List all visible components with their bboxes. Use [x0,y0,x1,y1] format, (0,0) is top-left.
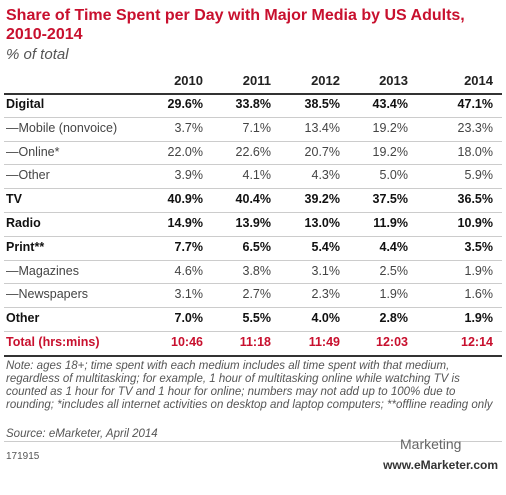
cell: 2.8% [379,311,409,326]
cell: 2.5% [379,263,409,278]
row-rule [4,212,502,213]
cell: 37.5% [372,192,408,207]
column-header: 2014 [464,73,493,88]
row-label: Digital [6,97,45,111]
row-label: TV [6,192,22,207]
cell: 13.4% [304,120,340,135]
cell: 29.6% [167,97,203,111]
column-header: 2011 [242,73,271,88]
cell: 14.9% [167,216,203,230]
row-label: —Other [6,168,50,183]
cell: 7.0% [174,311,204,326]
cell: 18.0% [457,144,493,159]
cell: 3.1% [311,263,341,278]
cell: 19.2% [372,120,408,135]
cell: 3.1% [174,287,204,302]
footer-rule [4,441,502,442]
row-rule [4,259,502,261]
cell: 12:03 [376,335,408,349]
row-rule [4,188,502,190]
row-label: Radio [6,216,41,230]
title: Share of Time Spent per Day with Major M… [6,7,465,43]
watermark: Marketing [400,436,462,452]
row-label: Total (hrs:mins) [6,335,100,349]
row-label: —Newspapers [6,287,88,302]
note: Note: ages 18+; time spent with each med… [6,360,493,411]
cell: 13.0% [304,216,340,230]
cell: 13.9% [235,216,271,230]
cell: 40.9% [167,192,203,207]
cell: 20.7% [304,144,340,159]
cell: 4.6% [174,263,204,278]
row-rule [4,164,502,166]
cell: 4.0% [311,311,341,326]
row-label: —Online* [6,144,60,159]
chart-id: 171915 [6,451,40,462]
cell: 11:49 [308,335,340,349]
cell: 1.9% [464,311,494,326]
column-header: 2013 [379,73,408,88]
cell: 39.2% [304,192,340,207]
subtitle: % of total [6,46,69,63]
cell: 1.9% [464,263,494,278]
cell: 5.0% [379,168,409,183]
column-header: 2012 [311,73,340,88]
column-header: 2010 [174,73,203,88]
cell: 3.9% [174,168,204,183]
row-rule [4,283,502,285]
row-label: —Mobile (nonvoice) [6,120,118,135]
cell: 47.1% [457,97,493,111]
cell: 3.8% [242,263,272,278]
cell: 5.9% [464,168,494,183]
cell: 7.1% [242,120,272,135]
cell: 10.9% [457,216,493,230]
row-rule [4,140,502,142]
cell: 5.4% [311,239,341,254]
cell: 3.5% [464,239,494,254]
cell: 1.9% [379,287,409,302]
row-rule [4,116,502,118]
cell: 36.5% [457,192,493,207]
cell: 33.8% [235,97,271,111]
cell: 38.5% [304,97,340,111]
cell: 19.2% [372,144,408,159]
header-rule [4,93,502,95]
cell: 5.5% [242,311,272,326]
cell: 11:18 [239,335,271,349]
cell: 3.7% [174,120,204,135]
cell: 2.3% [311,287,341,302]
cell: 4.4% [379,239,409,254]
cell: 1.6% [464,287,494,302]
row-label: Print** [6,239,45,254]
cell: 12:14 [461,335,493,349]
cell: 2.7% [242,287,272,302]
cell: 43.4% [372,97,408,111]
row-rule [4,235,502,237]
row-rule [4,331,502,332]
cell: 10:46 [171,335,203,349]
cell: 6.5% [242,239,272,254]
row-label: Other [6,311,40,326]
cell: 4.1% [242,168,272,183]
row-rule [4,307,502,309]
cell: 4.3% [311,168,341,183]
source: Source: eMarketer, April 2014 [6,428,158,440]
site: www.eMarketer.com [383,458,498,472]
cell: 11.9% [373,216,408,230]
cell: 22.0% [167,144,203,159]
cell: 40.4% [235,192,271,207]
row-rule [4,354,502,357]
row-label: —Magazines [6,263,79,278]
cell: 22.6% [235,144,271,159]
cell: 23.3% [457,120,493,135]
cell: 7.7% [174,239,204,254]
